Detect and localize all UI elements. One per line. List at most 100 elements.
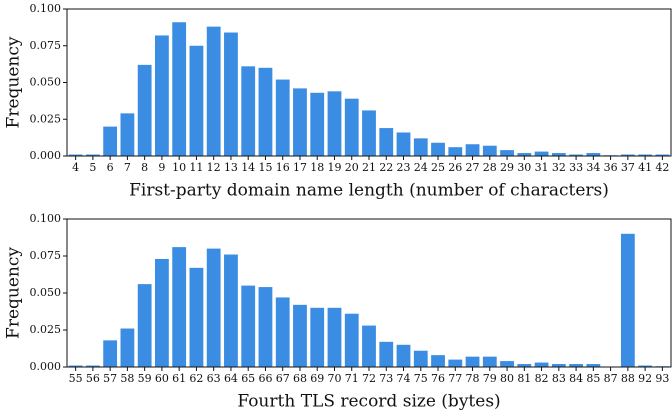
bar	[224, 254, 238, 367]
bar	[448, 147, 463, 156]
x-axis-label: First-party domain name length (number o…	[129, 181, 609, 201]
x-tick-label: 64	[224, 372, 238, 385]
bar	[551, 364, 566, 367]
y-tick-label: 0.050	[30, 76, 62, 89]
bar	[224, 32, 238, 156]
bar	[258, 67, 273, 156]
bar	[465, 144, 480, 156]
bar	[551, 153, 566, 156]
bar	[68, 365, 83, 367]
x-tick-label: 61	[172, 372, 186, 385]
bar	[413, 350, 428, 367]
bar	[275, 297, 290, 367]
bar	[137, 284, 152, 367]
x-tick-label: 26	[448, 161, 462, 174]
x-tick-label: 14	[241, 161, 255, 174]
bar	[310, 92, 325, 156]
x-tick-label: 58	[120, 372, 134, 385]
x-tick-label: 78	[466, 372, 480, 385]
x-tick-label: 63	[207, 372, 221, 385]
bar	[569, 364, 583, 367]
x-tick-label: 73	[379, 372, 393, 385]
bar	[448, 359, 463, 367]
x-tick-label: 72	[362, 372, 376, 385]
bar	[620, 233, 635, 367]
bar	[155, 35, 169, 156]
y-tick-label: 0.050	[30, 286, 62, 299]
bar	[241, 66, 256, 156]
x-tick-label: 69	[310, 372, 324, 385]
x-tick-label: 20	[345, 161, 359, 174]
x-tick-label: 82	[535, 372, 549, 385]
y-tick-label: 0.000	[30, 149, 62, 162]
bar	[379, 341, 394, 367]
x-tick-label: 25	[431, 161, 445, 174]
bar	[431, 355, 445, 367]
bar	[85, 365, 100, 367]
x-tick-label: 28	[483, 161, 497, 174]
bar	[155, 258, 169, 367]
bar	[344, 98, 359, 156]
x-tick-label: 5	[89, 161, 96, 174]
bar	[362, 110, 376, 156]
x-tick-label: 7	[124, 161, 131, 174]
x-tick-label: 30	[517, 161, 531, 174]
bar	[517, 364, 532, 367]
x-tick-label: 80	[500, 372, 514, 385]
bar	[534, 151, 549, 156]
plot-frame	[66, 8, 672, 157]
x-tick-label: 93	[655, 372, 669, 385]
x-tick-label: 8	[141, 161, 148, 174]
x-tick-label: 24	[414, 161, 428, 174]
x-tick-label: 85	[586, 372, 600, 385]
bar	[293, 304, 307, 367]
x-tick-label: 56	[86, 372, 100, 385]
x-tick-label: 55	[69, 372, 83, 385]
plot-frame	[66, 218, 672, 368]
x-tick-label: 15	[258, 161, 272, 174]
bar	[482, 356, 497, 367]
y-tick-label: 0.025	[30, 323, 62, 336]
bar	[534, 362, 549, 367]
x-tick-label: 59	[138, 372, 152, 385]
x-tick-label: 23	[397, 161, 411, 174]
bar	[172, 247, 187, 367]
bar	[103, 340, 118, 367]
x-tick-label: 41	[638, 161, 652, 174]
x-tick-label: 13	[224, 161, 238, 174]
x-tick-label: 29	[500, 161, 514, 174]
x-tick-label: 62	[189, 372, 203, 385]
bar	[569, 154, 583, 156]
bar	[327, 307, 342, 367]
bar	[120, 113, 135, 156]
bar	[586, 153, 601, 156]
y-tick-label: 0.100	[30, 212, 62, 225]
y-tick-label: 0.000	[30, 360, 62, 373]
y-tick-label: 0.025	[30, 112, 62, 125]
x-tick-label: 34	[586, 161, 600, 174]
x-tick-label: 75	[414, 372, 428, 385]
bar	[310, 307, 325, 367]
bar	[293, 88, 307, 156]
x-tick-label: 68	[293, 372, 307, 385]
bar	[362, 325, 376, 367]
bar	[103, 126, 118, 156]
bar	[172, 22, 187, 157]
x-tick-label: 6	[107, 161, 114, 174]
y-tick-label: 0.100	[30, 2, 62, 15]
x-tick-label: 57	[103, 372, 117, 385]
bar	[85, 154, 100, 156]
bar	[206, 248, 221, 367]
y-tick-label: 0.075	[30, 249, 62, 262]
bar	[465, 356, 480, 367]
y-tick-label: 0.075	[30, 39, 62, 52]
bar	[500, 361, 514, 367]
x-tick-label: 36	[604, 161, 618, 174]
x-tick-label: 22	[379, 161, 393, 174]
x-tick-label: 71	[345, 372, 359, 385]
x-tick-label: 21	[362, 161, 376, 174]
bar	[189, 45, 204, 156]
bar	[413, 138, 428, 156]
